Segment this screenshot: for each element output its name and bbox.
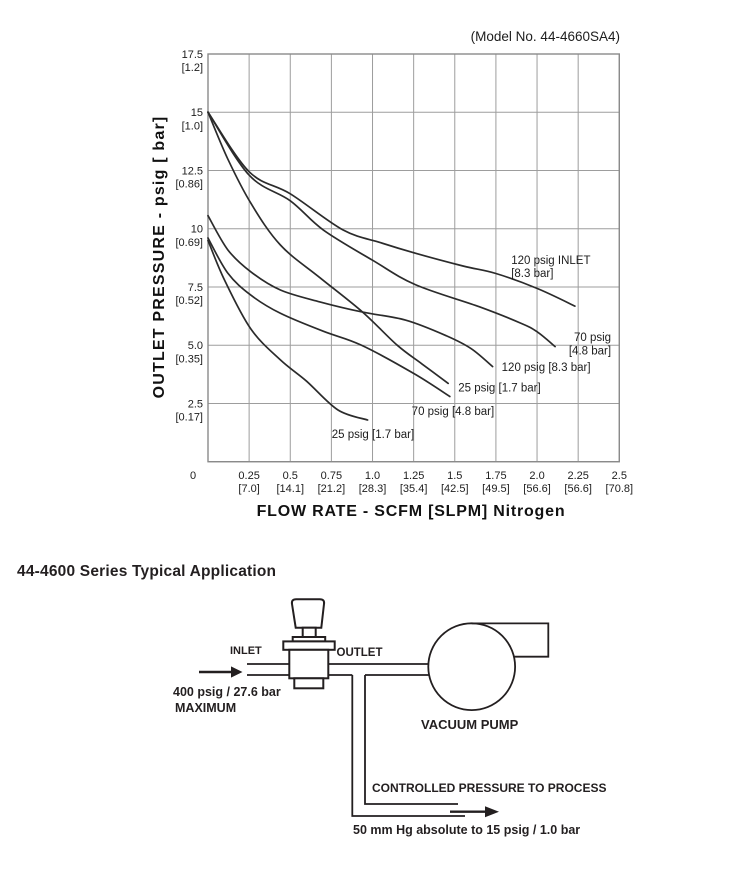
inlet-pipe [247,663,290,676]
flow-curve-chart: 17.5 [1.2] 15 [1.0] 12.5 [0.86] 10 [0.69] 7.5 [0.… [175,49,633,495]
x-tick-label: 1.5 [42.5] [441,470,469,495]
y-tick-label: 2.5 [0.17] [175,398,203,423]
inlet-label: INLET [230,645,262,657]
vacuum-pump-label: VACUUM PUMP [421,716,519,732]
vacuum-pump-outlet-duct [471,622,550,658]
controlled-pressure-label: CONTROLLED PRESSURE TO PROCESS [372,780,607,795]
outlet-pipe [328,663,430,676]
curve-3 [207,214,494,368]
chart-title: (Model No. 44-4660SA4) [470,29,620,44]
inlet-flow-arrow-icon [199,666,243,678]
x-tick-label: 2.5 [70.8] [606,470,634,495]
outlet-label: OUTLET [336,646,383,659]
section-title: 44-4600 Series Typical Application [17,563,277,580]
x-tick-label: 0.25 [7.0] [238,470,259,495]
curve-5 [207,239,369,421]
plot-border [207,53,620,463]
regulator-flange [282,640,336,651]
curve-1 [207,111,556,348]
application-diagram [199,598,550,818]
pressure-range-label: 50 mm Hg absolute to 15 psig / 1.0 bar [353,823,581,837]
x-tick-label: 2.0 [56.6] [523,470,551,495]
curve-0 [207,111,576,307]
x-tick-label: 1.0 [28.3] [359,470,387,495]
regulator-body [288,648,330,680]
x-tick-label: 2.25 [56.6] [564,470,592,495]
y-tick-label: 12.5 [0.86] [175,165,203,190]
y-tick-label: 7.5 [0.52] [175,282,203,307]
regulator-stem [301,626,317,639]
x-tick-label: 0 [190,470,196,482]
x-axis-title: FLOW RATE - SCFM [SLPM] Nitrogen [256,503,566,520]
curve-2 [207,111,450,385]
process-flow-arrow-icon [450,806,499,818]
y-tick-label: 17.5 [1.2] [182,49,203,74]
vacuum-pump-housing [427,622,517,711]
max-pressure-label-line2: MAXIMUM [175,700,237,715]
curve-annotation: 70 psig [4.8 bar] [412,406,494,418]
curve-annotation: 120 psig [8.3 bar] [502,362,591,374]
x-tick-label: 1.25 [35.4] [400,470,428,495]
max-pressure-label-line1: 400 psig / 27.6 bar [173,684,281,699]
curve-4 [207,237,451,398]
y-tick-label: 10 [0.69] [175,224,203,249]
y-tick-label: 15 [1.0] [182,107,203,132]
curve-annotation: 120 psig INLET [8.3 bar] [511,255,590,280]
curve-annotation: 70 psig [4.8 bar] [569,332,611,357]
regulator-knob-icon [290,598,326,629]
curve-annotation: 25 psig [1.7 bar] [332,429,414,441]
y-tick-label: 5.0 [0.35] [175,340,203,365]
regulator-bottom-cap [293,677,325,690]
x-tick-label: 0.75 [21.2] [318,470,346,495]
x-tick-label: 0.5 [14.1] [276,470,304,495]
curve-annotation: 25 psig [1.7 bar] [458,383,540,395]
x-tick-label: 1.75 [49.5] [482,470,510,495]
branch-pipe [351,675,465,817]
